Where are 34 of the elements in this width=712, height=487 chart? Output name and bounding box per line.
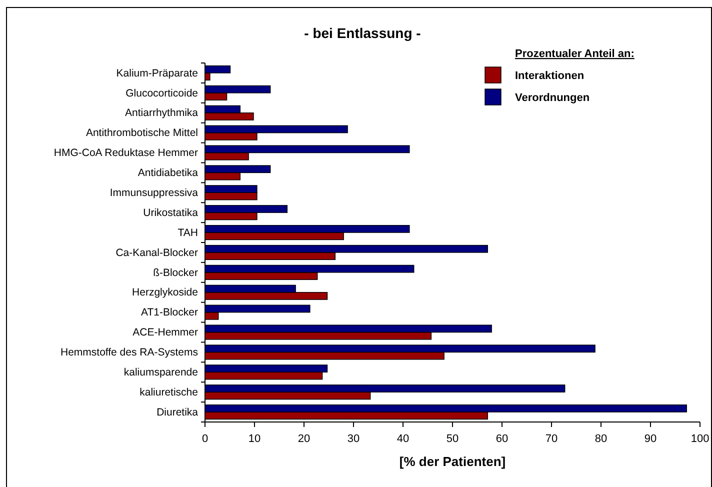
legend-label: Verordnungen — [515, 92, 590, 104]
y-tick-label: Ca-Kanal-Blocker — [116, 246, 198, 259]
x-tick-label: 100 — [690, 433, 710, 446]
x-tick-label: 30 — [347, 433, 360, 446]
x-tick-label: 90 — [644, 433, 657, 446]
legend-title: Prozentualer Anteil an: — [515, 48, 634, 60]
x-tick-label: 60 — [496, 433, 508, 446]
y-tick-label: AT1-Blocker — [141, 306, 198, 319]
x-tick-label: 50 — [446, 433, 459, 446]
y-tick-label: kaliuretische — [140, 386, 198, 398]
y-tick-label: Kalium-Präparate — [116, 67, 198, 80]
y-tick-label: ACE-Hemmer — [132, 326, 198, 339]
x-tick-label: 80 — [594, 433, 608, 446]
x-tick-label: 70 — [545, 433, 558, 446]
x-axis-title: [% der Patienten] — [399, 454, 506, 469]
y-tick-label: HMG-CoA Reduktase Hemmer — [54, 147, 198, 160]
x-tick-label: 0 — [202, 433, 208, 446]
y-tick-label: Urikostatika — [143, 206, 198, 219]
x-tick-label: 40 — [396, 433, 410, 446]
y-tick-label: Hemmstoffe des RA-Systems — [60, 346, 198, 359]
x-tick-label: 10 — [248, 433, 261, 446]
chart-title: - bei Entlassung - — [304, 25, 422, 41]
y-tick-label: kaliumsparende — [124, 366, 198, 378]
legend-label: Interaktionen — [515, 70, 584, 82]
y-tick-label: Antithrombotische Mittel — [86, 127, 198, 140]
y-tick-label: TAH — [178, 226, 198, 239]
y-tick-label: Herzglykoside — [132, 286, 198, 299]
x-tick-label: 20 — [298, 433, 310, 446]
y-tick-label: Immunsuppressiva — [110, 187, 198, 199]
y-tick-label: ß-Blocker — [153, 266, 198, 279]
y-tick-label: Diuretika — [156, 406, 198, 418]
y-tick-label: Antidiabetika — [138, 167, 198, 180]
y-tick-label: Glucocorticoide — [126, 87, 198, 100]
y-tick-label: Antiarrhythmika — [125, 107, 198, 120]
